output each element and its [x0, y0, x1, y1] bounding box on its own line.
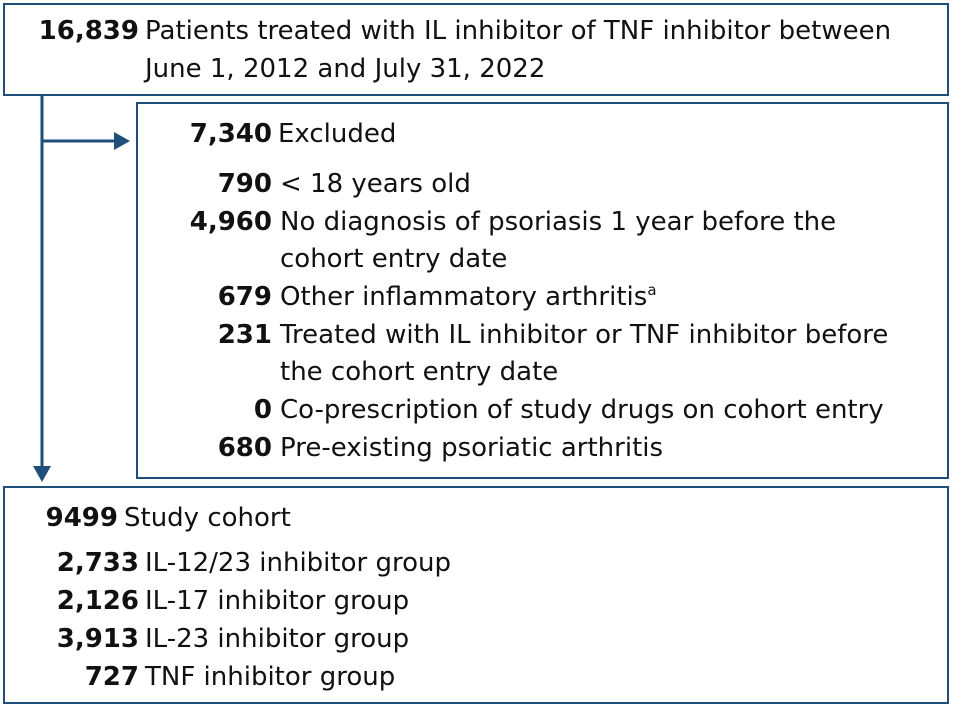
excluded-label: Excluded: [278, 119, 397, 149]
exclusion-item-count: 790: [217, 169, 272, 199]
cohort-group-label: IL-23 inhibitor group: [145, 624, 410, 654]
cohort-group-label: IL-17 inhibitor group: [145, 586, 410, 616]
exclusion-item-label: Pre-existing psoriatic arthritis: [280, 433, 664, 463]
footnote-marker: a: [647, 281, 657, 299]
excluded-count: 7,340: [189, 119, 272, 149]
cohort-group-count: 3,913: [56, 624, 139, 654]
cohort-group-label: TNF inhibitor group: [145, 662, 396, 692]
eligible-patients-label-line1: Patients treated with IL inhibitor of TN…: [145, 16, 892, 46]
exclusion-item-count: 4,960: [189, 207, 272, 237]
main-flow-arrowhead: [33, 466, 51, 482]
exclusion-item-label: No diagnosis of psoriasis 1 year before …: [280, 207, 837, 237]
exclusion-item-label: Co-prescription of study drugs on cohort…: [280, 395, 884, 425]
exclusion-item-label: Other inflammatory arthritis: [280, 282, 648, 312]
exclusion-item-label: Treated with IL inhibitor or TNF inhibit…: [280, 320, 889, 350]
exclusion-item-count: 0: [253, 395, 272, 425]
eligible-patients-count: 16,839: [38, 16, 139, 46]
exclusion-item-label-wrap: Other inflammatory arthritisa: [280, 279, 657, 316]
exclusion-item-count: 679: [217, 282, 272, 312]
exclusion-item-label-cont: cohort entry date: [280, 244, 508, 274]
study-cohort-label: Study cohort: [124, 503, 291, 533]
cohort-group-count: 727: [84, 662, 139, 692]
exclusion-item-label-cont: the cohort entry date: [280, 357, 559, 387]
cohort-group-label: IL-12/23 inhibitor group: [145, 548, 451, 578]
exclusion-item-count: 231: [217, 320, 272, 350]
eligible-patients-box: 16,839 Patients treated with IL inhibito…: [3, 3, 949, 96]
study-cohort-count: 9499: [45, 503, 118, 533]
exclusion-item-label: < 18 years old: [280, 169, 471, 199]
exclusion-item-count: 680: [217, 433, 272, 463]
study-cohort-box: 9499 Study cohort 2,733 IL-12/23 inhibit…: [3, 486, 949, 704]
eligible-patients-label-line2: June 1, 2012 and July 31, 2022: [145, 54, 546, 84]
cohort-group-count: 2,733: [56, 548, 139, 578]
exclusion-branch-arrowhead: [114, 132, 130, 150]
cohort-group-count: 2,126: [56, 586, 139, 616]
excluded-box: 7,340 Excluded 790 < 18 years old 4,960 …: [136, 102, 949, 479]
